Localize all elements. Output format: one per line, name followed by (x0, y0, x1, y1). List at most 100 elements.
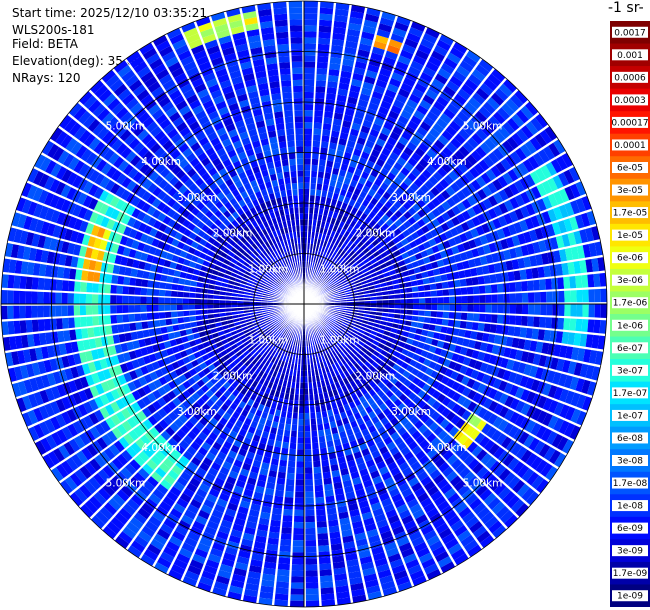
range-bin (311, 158, 319, 166)
range-bin (307, 225, 312, 232)
range-bin (570, 289, 577, 303)
range-bin (312, 454, 321, 462)
range-bin (400, 446, 411, 456)
range-bin (438, 445, 450, 457)
range-bin (265, 419, 273, 427)
range-bin (450, 182, 461, 193)
range-bin (317, 257, 322, 265)
range-bin (352, 116, 363, 125)
range-bin (552, 174, 564, 189)
range-bin (365, 368, 373, 376)
range-bin (401, 514, 414, 525)
range-bin (437, 304, 444, 311)
range-bin (122, 314, 130, 323)
range-bin (561, 233, 571, 247)
range-bin (135, 278, 143, 287)
range-bin (31, 319, 39, 333)
range-bin (257, 523, 269, 532)
range-bin (389, 368, 398, 376)
range-bin (539, 129, 552, 144)
range-bin (342, 261, 349, 268)
range-bin (479, 341, 488, 352)
range-bin (441, 318, 449, 326)
range-bin (344, 146, 354, 154)
range-bin (378, 67, 392, 78)
range-bin (338, 221, 345, 229)
range-bin (274, 440, 283, 448)
range-bin (444, 487, 457, 500)
range-bin (546, 223, 556, 237)
range-bin (300, 364, 304, 371)
range-bin (341, 321, 349, 326)
range-bin (318, 557, 332, 565)
range-bin (333, 323, 340, 329)
range-bin (475, 145, 487, 158)
range-bin (309, 394, 315, 401)
range-bin (440, 375, 450, 385)
range-bin (376, 235, 384, 243)
range-bin (373, 85, 386, 95)
range-bin (358, 273, 365, 279)
range-bin (511, 360, 521, 372)
range-bin (330, 370, 336, 378)
range-bin (477, 382, 487, 394)
range-bin (419, 38, 435, 50)
range-bin (244, 588, 259, 598)
range-bin (373, 40, 387, 50)
range-bin (323, 254, 329, 261)
range-bin (317, 37, 331, 45)
range-bin (495, 161, 507, 174)
range-bin (465, 277, 473, 286)
range-bin (501, 271, 509, 282)
range-bin (176, 298, 183, 304)
range-bin (429, 283, 437, 290)
range-bin (298, 425, 304, 432)
range-bin (37, 319, 45, 332)
range-bin (437, 134, 449, 146)
range-bin (290, 430, 298, 438)
range-bin (379, 338, 387, 345)
range-bin (7, 321, 15, 335)
range-bin (468, 358, 477, 369)
range-bin (305, 576, 319, 583)
range-bin (270, 427, 278, 435)
range-bin (346, 375, 354, 383)
range-bin (304, 43, 316, 50)
range-bin (258, 597, 273, 606)
range-bin (487, 181, 498, 194)
range-bin (558, 304, 565, 316)
range-bin (390, 72, 404, 82)
range-bin (91, 294, 99, 304)
range-bin (423, 529, 438, 541)
range-bin (445, 350, 454, 360)
range-bin (367, 397, 376, 406)
range-bin (117, 275, 125, 285)
range-bin (331, 167, 340, 175)
range-bin (341, 269, 348, 276)
range-bin (384, 476, 395, 487)
range-bin (433, 425, 444, 436)
range-bin (104, 284, 111, 294)
range-bin (503, 212, 513, 225)
range-bin (357, 374, 365, 383)
range-bin (422, 94, 435, 105)
range-bin (339, 430, 348, 439)
range-bin (318, 25, 332, 33)
range-bin (441, 162, 452, 174)
range-bin (420, 497, 433, 508)
nrays-label: NRays: 120 (12, 71, 81, 85)
range-bin (446, 410, 456, 422)
range-bin (423, 316, 431, 324)
range-bin (349, 220, 357, 228)
range-bin (331, 426, 339, 435)
range-bin (320, 273, 326, 280)
range-bin (470, 330, 478, 340)
range-bin (465, 493, 479, 506)
range-bin (304, 146, 312, 153)
range-bin (378, 152, 388, 162)
range-bin (435, 414, 446, 425)
range-bin (383, 345, 391, 352)
range-bin (431, 304, 438, 311)
range-bin (360, 236, 368, 244)
